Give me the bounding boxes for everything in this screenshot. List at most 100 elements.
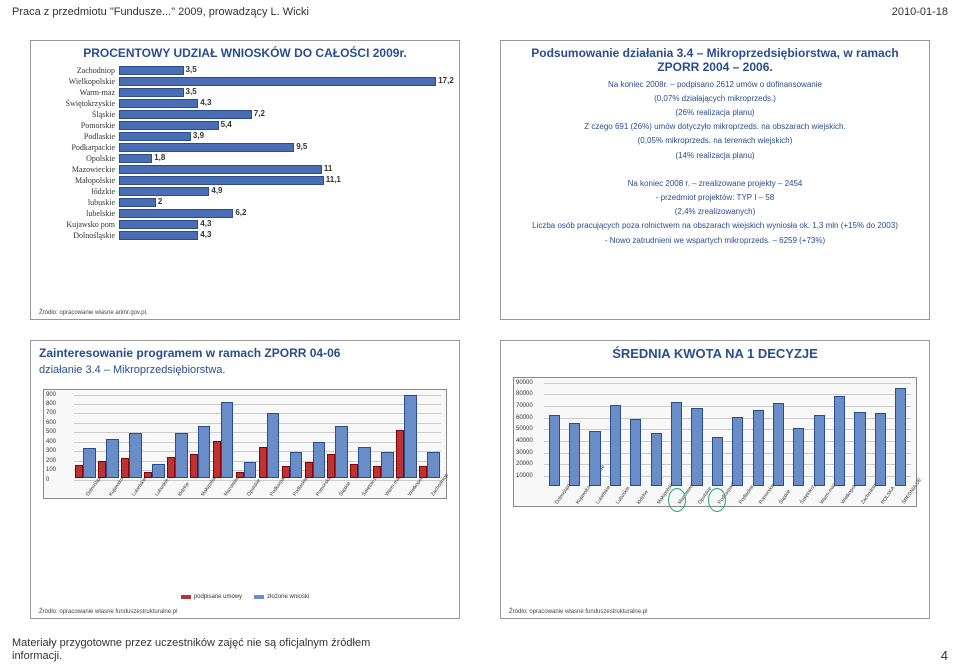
slide2-line xyxy=(509,164,921,175)
hbar-label: Podkarpackie xyxy=(39,143,119,152)
bar-series1 xyxy=(213,441,221,478)
bar-series1 xyxy=(350,464,358,478)
hbar-value: 17,2 xyxy=(436,76,454,85)
hbar-label: Zachodniop xyxy=(39,66,119,75)
hbar-track: 6,2 xyxy=(119,209,451,218)
slides-grid: PROCENTOWY UDZIAŁ WNIOSKÓW DO CAŁOŚCI 20… xyxy=(30,40,930,619)
hbar xyxy=(119,198,156,207)
hbar-label: Podlaskie xyxy=(39,132,119,141)
slide2-title: Podsumowanie działania 3.4 – Mikroprzeds… xyxy=(509,47,921,75)
hbar-track: 4,3 xyxy=(119,220,451,229)
slide1-bar-chart: Zachodniop3,5Wielkopolskie17,2Warm-maz3,… xyxy=(39,65,451,241)
bar xyxy=(793,428,804,485)
slide2-line: Liczba osób pracujących poza rolnictwem … xyxy=(509,220,921,231)
bar-series2 xyxy=(381,452,394,478)
hbar-value: 4,3 xyxy=(198,98,211,107)
vcol: Lubuskie xyxy=(143,395,166,478)
vcol: Opolskie xyxy=(687,383,707,486)
hbar xyxy=(119,165,322,174)
bar xyxy=(814,415,825,486)
hbar-track: 4,3 xyxy=(119,99,451,108)
vcol: Dolnośląskie xyxy=(544,383,564,486)
hbar-row: Śląskie7,2 xyxy=(39,109,451,120)
hbar-row: lubelskie6,2 xyxy=(39,208,451,219)
hbar xyxy=(119,66,184,75)
vcol: Małopolskie xyxy=(189,395,212,478)
hbar-row: Kujawsko pom4,3 xyxy=(39,219,451,230)
hbar-track: 9,5 xyxy=(119,143,451,152)
bar-series1 xyxy=(305,462,313,478)
bar-series2 xyxy=(404,395,417,478)
slide-2: Podsumowanie działania 3.4 – Mikroprzeds… xyxy=(500,40,930,320)
hbar-label: łódzkie xyxy=(39,187,119,196)
hbar-row: Pomorskie5,4 xyxy=(39,120,451,131)
legend-swatch xyxy=(181,595,191,599)
hbar-track: 5,4 xyxy=(119,121,451,130)
hbar-value: 4,9 xyxy=(209,186,222,195)
bar-series2 xyxy=(129,433,142,477)
vcol: Śląskie xyxy=(326,395,349,478)
hbar-label: Pomorskie xyxy=(39,121,119,130)
ytick-label: 100 xyxy=(46,467,56,473)
hbar-label: Świętokrzyskie xyxy=(39,99,119,108)
slide3-subtitle: działanie 3.4 – Mikroprzedsiębiorstwa. xyxy=(39,364,451,377)
slide4-source: Źródło: opracowanie własne funduszestruk… xyxy=(509,609,647,615)
ytick-label: 900 xyxy=(46,392,56,398)
ytick-label: 20000 xyxy=(516,461,533,467)
slide-3: Zainteresowanie programem w ramach ZPORR… xyxy=(30,340,460,620)
hbar-track: 4,9 xyxy=(119,187,451,196)
legend-label: złożone wnioski xyxy=(267,594,309,600)
ytick-label: 90000 xyxy=(516,380,533,386)
bar xyxy=(753,410,764,486)
slide2-line: (0,05% mikroprzeds. na terenach wiejskic… xyxy=(509,135,921,146)
legend-item: złożone wnioski xyxy=(254,594,309,600)
bar xyxy=(712,437,723,485)
ytick-label: 70000 xyxy=(516,403,533,409)
vcol: Podkarpackie xyxy=(258,395,281,478)
ytick-label: 400 xyxy=(46,439,56,445)
hbar xyxy=(119,187,209,196)
bars-area: DolnośląskieKujawsko-pomLubelskieLubuski… xyxy=(74,395,441,478)
hbar-row: Małopolskie11,1 xyxy=(39,175,451,186)
vcol: Wielkopolskie xyxy=(829,383,849,486)
ytick-label: 600 xyxy=(46,420,56,426)
hbar-row: Warm-maz3,5 xyxy=(39,87,451,98)
hbar-value: 3,9 xyxy=(191,131,204,140)
hbar-label: Dolnośląskie xyxy=(39,231,119,240)
hbar xyxy=(119,176,324,185)
legend-label: podpisane umowy xyxy=(194,594,242,600)
bar-series2 xyxy=(152,464,165,478)
slide3-title: Zainteresowanie programem w ramach ZPORR… xyxy=(39,347,451,361)
vcol: Warm-maz xyxy=(809,383,829,486)
ytick-label: 80000 xyxy=(516,391,533,397)
bars-area: DolnośląskieKujawsko-pomorskieLubelskieL… xyxy=(544,383,911,486)
hbar xyxy=(119,220,198,229)
slide-4: ŚREDNIA KWOTA NA 1 DECYZJE 1000020000300… xyxy=(500,340,930,620)
hbar-track: 17,2 xyxy=(119,77,451,86)
ytick-label: 50000 xyxy=(516,426,533,432)
bar-series2 xyxy=(290,452,303,478)
hbar-row: łódzkie 4,9 xyxy=(39,186,451,197)
xtick-label: Lubelskie xyxy=(595,484,612,505)
bar-series1 xyxy=(121,458,129,477)
bar xyxy=(549,415,560,486)
vcol: Lubelskie xyxy=(585,383,605,486)
xtick-label: Podlaskie xyxy=(738,484,755,505)
xtick-label: łódzkie xyxy=(636,489,650,505)
slide2-line: (2,4% zrealizowanych) xyxy=(509,206,921,217)
slide3-chart: 0100200300400500600700800900Dolnośląskie… xyxy=(43,389,447,499)
slide1-title: PROCENTOWY UDZIAŁ WNIOSKÓW DO CAŁOŚCI 20… xyxy=(39,47,451,61)
bar-series2 xyxy=(244,462,257,478)
slide2-line: (0,07% działających mikroprzeds.) xyxy=(509,93,921,104)
hbar-track: 11 xyxy=(119,165,451,174)
header-right: 2010-01-18 xyxy=(892,6,948,18)
hbar xyxy=(119,132,191,141)
hbar xyxy=(119,143,294,152)
hbar-label: lubelskie xyxy=(39,209,119,218)
vcol: ŚREDNIA UE xyxy=(891,383,911,486)
bar xyxy=(651,433,662,486)
hbar-value: 3,5 xyxy=(184,65,197,74)
bar-series2 xyxy=(427,452,440,478)
bar-series2 xyxy=(313,442,326,477)
bar-series1 xyxy=(327,454,335,478)
